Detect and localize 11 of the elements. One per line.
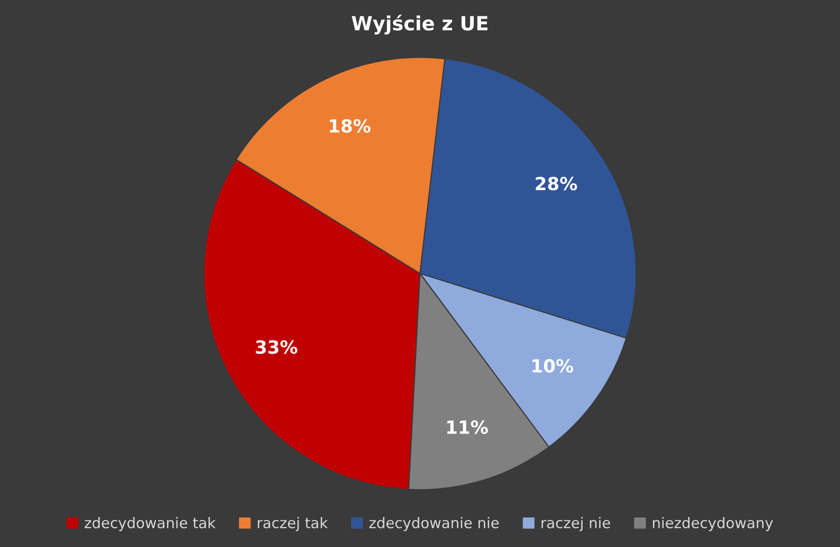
legend-label: zdecydowanie tak [84, 517, 216, 532]
legend-label: raczej tak [258, 517, 328, 532]
data-label: 18% [330, 119, 370, 133]
legend-label: niezdecydowany [652, 517, 773, 532]
chart-title: Wyjście z UE [352, 14, 488, 34]
legend-label: zdecydowanie nie [369, 517, 499, 532]
data-label: 33% [256, 340, 298, 354]
data-label: 11% [447, 420, 488, 434]
data-label: 28% [536, 176, 578, 190]
data-label: 10% [532, 359, 574, 373]
legend-label: raczej nie [542, 517, 610, 532]
